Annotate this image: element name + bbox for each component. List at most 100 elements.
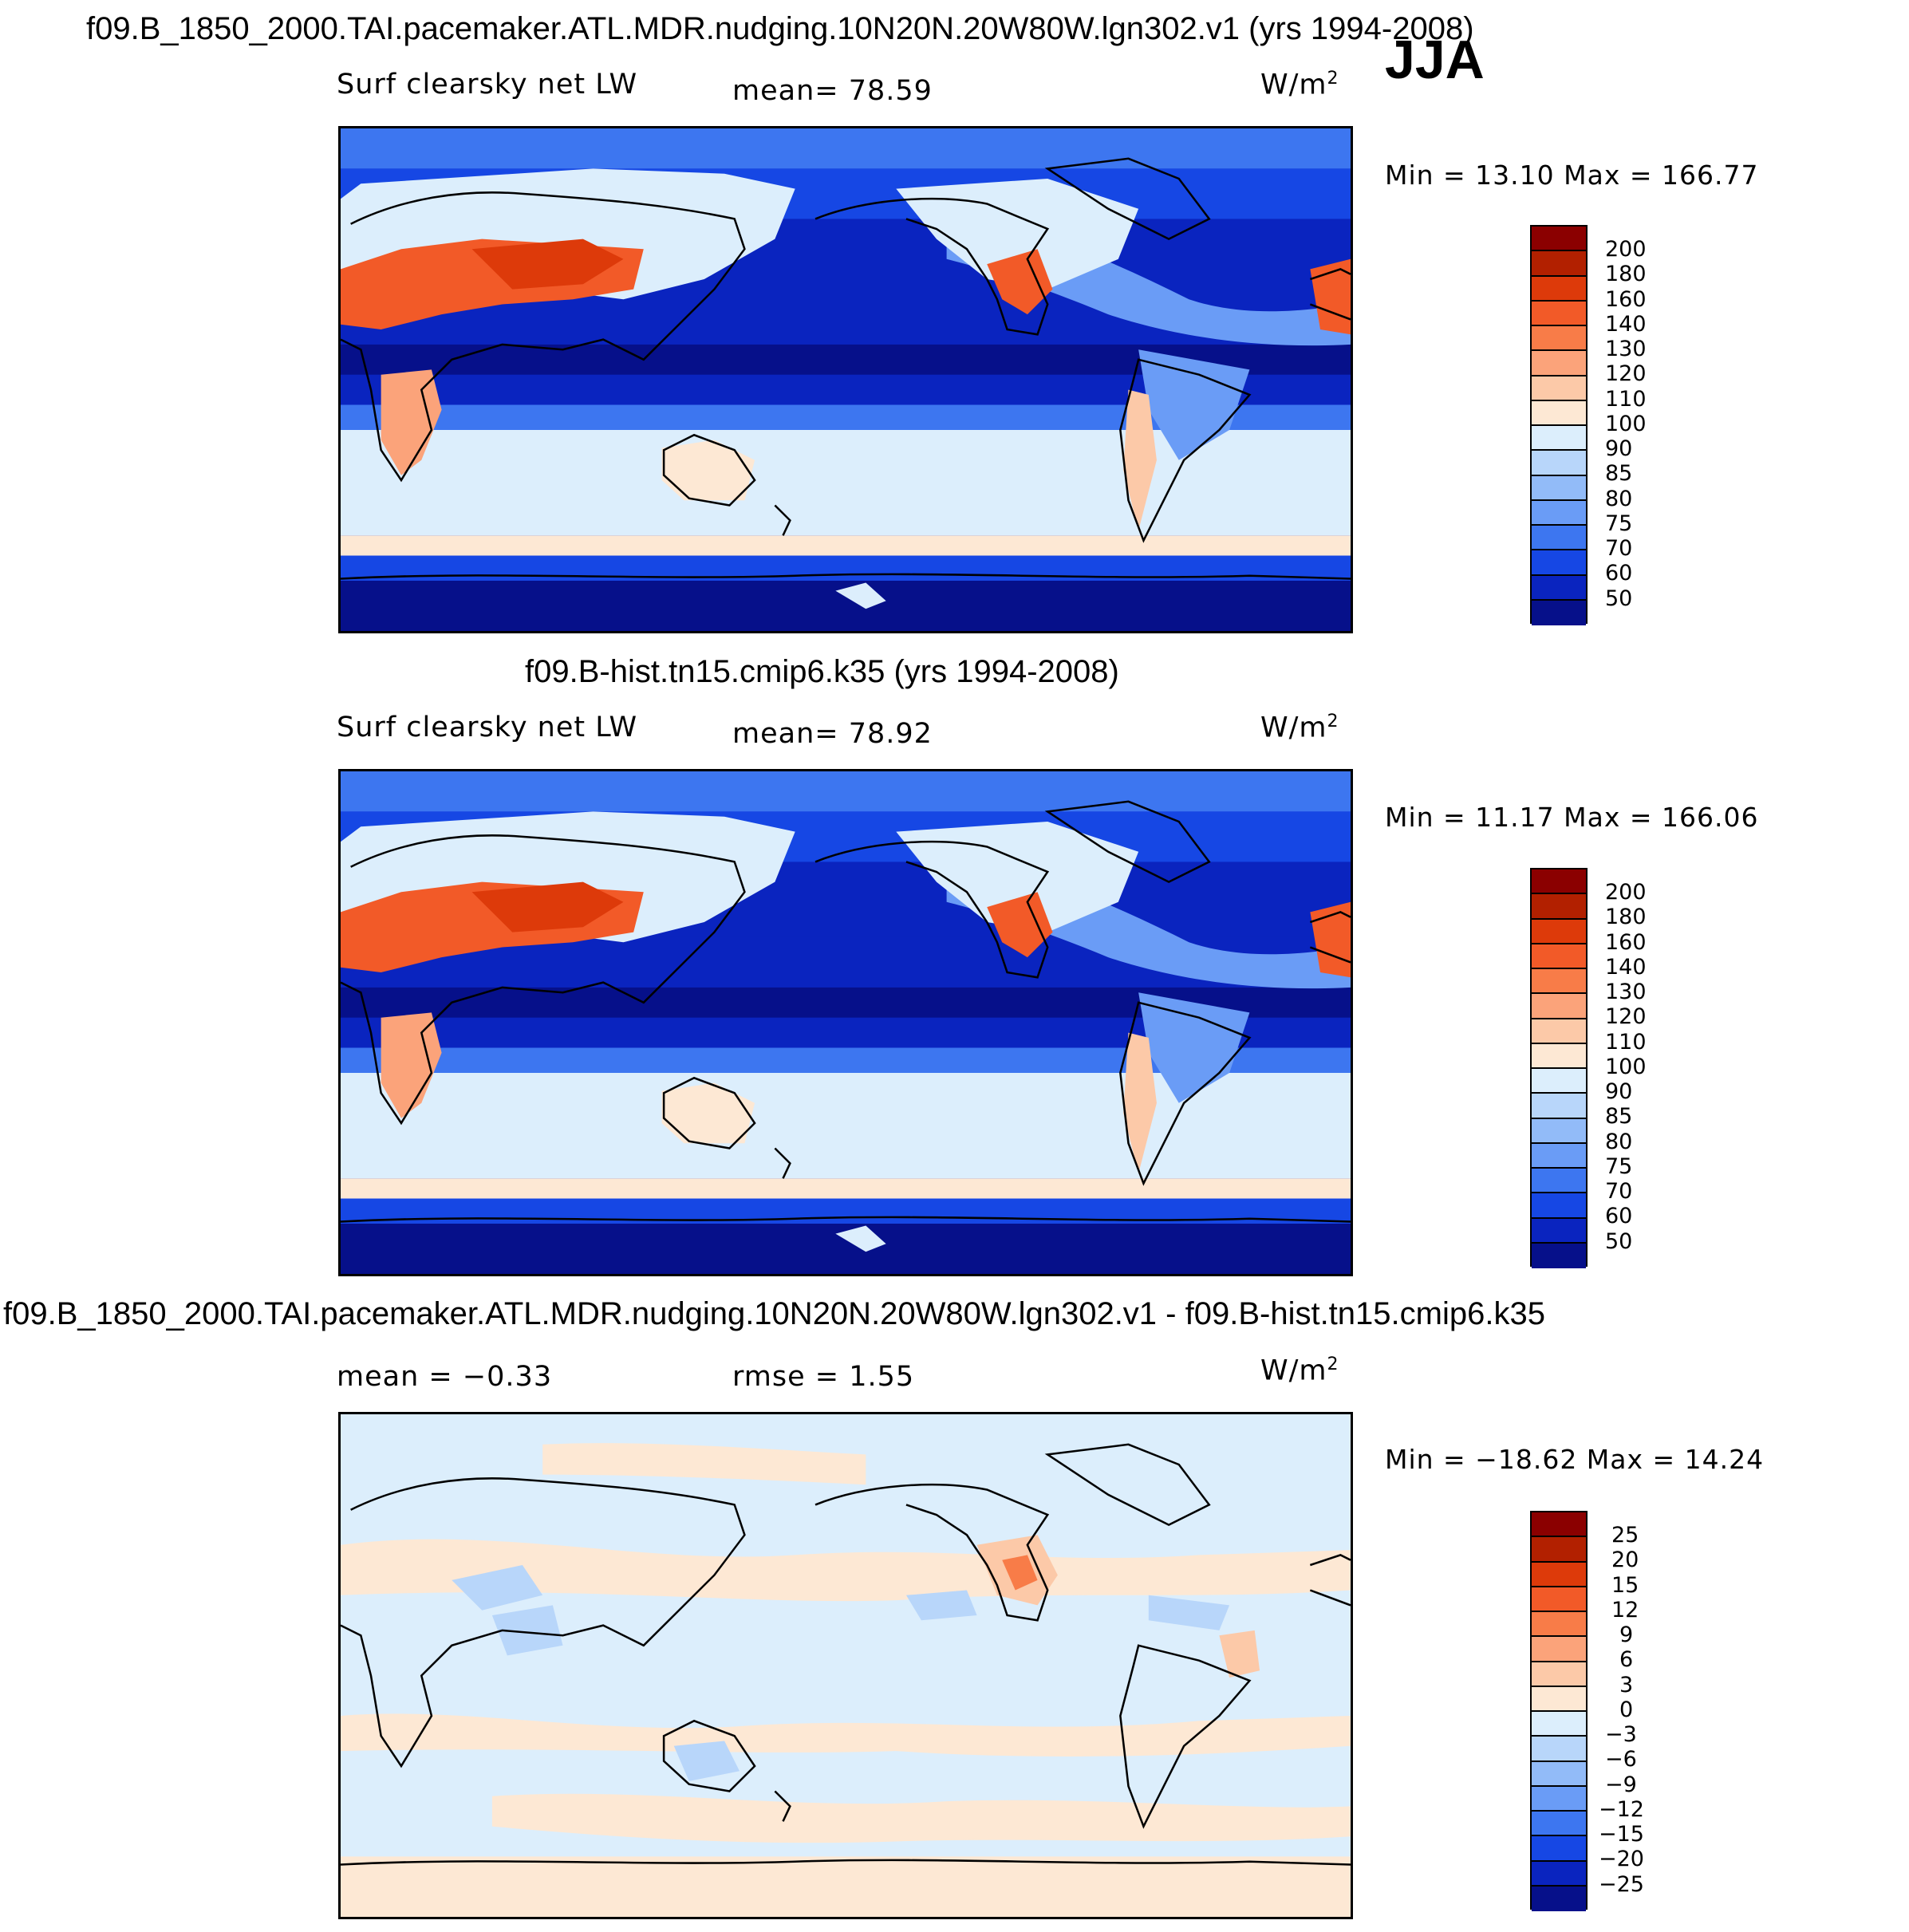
- colorbar-tick-label: 110: [1605, 1030, 1647, 1055]
- panel-3-rmse: rmse = 1.55: [732, 1361, 915, 1393]
- panel-1-unit: W/m2: [1260, 69, 1339, 101]
- panel-3-colorbar: [1530, 1511, 1588, 1911]
- panel-2-variable: Surf clearsky net LW: [337, 712, 638, 743]
- colorbar-swatch: [1532, 276, 1586, 302]
- colorbar-swatch: [1532, 1562, 1586, 1587]
- colorbar-swatch: [1532, 451, 1586, 476]
- panel-2-colorbar: [1530, 868, 1588, 1268]
- season-label: JJA: [1385, 30, 1485, 90]
- colorbar-swatch: [1532, 1218, 1586, 1244]
- colorbar-tick-label: 140: [1605, 312, 1647, 337]
- colorbar-tick-label: −9: [1605, 1772, 1637, 1797]
- panel-2-map: [338, 769, 1353, 1276]
- colorbar-tick-label: 75: [1605, 511, 1633, 536]
- colorbar-swatch: [1532, 376, 1586, 401]
- panel-3-mean: mean = −0.33: [337, 1361, 553, 1393]
- colorbar-swatch: [1532, 301, 1586, 326]
- colorbar-swatch: [1532, 1118, 1586, 1144]
- colorbar-swatch: [1532, 1637, 1586, 1662]
- colorbar-swatch: [1532, 944, 1586, 969]
- colorbar-swatch: [1532, 475, 1586, 501]
- colorbar-swatch: [1532, 1143, 1586, 1169]
- colorbar-tick-label: 130: [1605, 337, 1647, 361]
- panel-1-colorbar: [1530, 225, 1588, 625]
- colorbar-tick-label: 20: [1611, 1548, 1639, 1572]
- colorbar-tick-label: 85: [1605, 1104, 1633, 1129]
- colorbar-swatch: [1532, 1512, 1586, 1538]
- colorbar-swatch: [1532, 526, 1586, 551]
- colorbar-tick-label: 0: [1619, 1697, 1634, 1722]
- colorbar-swatch: [1532, 400, 1586, 426]
- colorbar-tick-label: 200: [1605, 880, 1647, 905]
- colorbar-tick-label: 3: [1619, 1673, 1634, 1697]
- colorbar-tick-label: 110: [1605, 387, 1647, 412]
- colorbar-tick-label: 50: [1605, 586, 1633, 611]
- panel-2-mean: mean= 78.92: [732, 718, 933, 750]
- colorbar-tick-label: −12: [1599, 1797, 1644, 1822]
- colorbar-swatch: [1532, 1169, 1586, 1194]
- panel-3-minmax: Min = −18.62 Max = 14.24: [1385, 1444, 1765, 1475]
- colorbar-swatch: [1532, 1886, 1586, 1911]
- colorbar-tick-label: 140: [1605, 955, 1647, 980]
- colorbar-swatch: [1532, 1043, 1586, 1069]
- panel-3-unit: W/m2: [1260, 1354, 1339, 1387]
- colorbar-tick-label: 15: [1611, 1573, 1639, 1598]
- colorbar-swatch: [1532, 894, 1586, 920]
- colorbar-tick-label: 160: [1605, 287, 1647, 312]
- panel-1-title: f09.B_1850_2000.TAI.pacemaker.ATL.MDR.nu…: [86, 11, 1474, 46]
- colorbar-tick-label: 9: [1619, 1622, 1634, 1647]
- colorbar-tick-label: 100: [1605, 412, 1647, 436]
- colorbar-tick-label: 100: [1605, 1055, 1647, 1079]
- colorbar-tick-label: 70: [1605, 536, 1633, 561]
- colorbar-tick-label: −6: [1605, 1747, 1637, 1772]
- colorbar-swatch: [1532, 550, 1586, 576]
- colorbar-swatch: [1532, 1836, 1586, 1862]
- colorbar-tick-label: 200: [1605, 237, 1647, 262]
- colorbar-tick-label: 160: [1605, 930, 1647, 955]
- colorbar-swatch: [1532, 600, 1586, 625]
- colorbar-swatch: [1532, 575, 1586, 601]
- colorbar-swatch: [1532, 869, 1586, 895]
- colorbar-swatch: [1532, 1019, 1586, 1044]
- colorbar-tick-label: 80: [1605, 1130, 1633, 1154]
- colorbar-tick-label: 85: [1605, 461, 1633, 486]
- colorbar-tick-label: 90: [1605, 436, 1633, 461]
- colorbar-swatch: [1532, 351, 1586, 377]
- colorbar-swatch: [1532, 1612, 1586, 1638]
- colorbar-swatch: [1532, 1861, 1586, 1887]
- colorbar-tick-label: −25: [1599, 1872, 1644, 1897]
- colorbar-swatch: [1532, 1193, 1586, 1219]
- panel-3-map: [338, 1412, 1353, 1919]
- panel-1-map: [338, 126, 1353, 633]
- panel-1-mean: mean= 78.59: [732, 75, 933, 107]
- colorbar-tick-label: 25: [1611, 1523, 1639, 1548]
- colorbar-swatch: [1532, 500, 1586, 526]
- panel-2-unit: W/m2: [1260, 712, 1339, 744]
- colorbar-swatch: [1532, 326, 1586, 352]
- colorbar-swatch: [1532, 1812, 1586, 1837]
- colorbar-swatch: [1532, 1737, 1586, 1762]
- colorbar-swatch: [1532, 1761, 1586, 1787]
- colorbar-swatch: [1532, 251, 1586, 277]
- colorbar-swatch: [1532, 1069, 1586, 1094]
- colorbar-tick-label: 130: [1605, 980, 1647, 1004]
- colorbar-tick-label: 180: [1605, 262, 1647, 286]
- colorbar-swatch: [1532, 1243, 1586, 1268]
- panel-2-minmax: Min = 11.17 Max = 166.06: [1385, 802, 1759, 833]
- colorbar-swatch: [1532, 227, 1586, 252]
- colorbar-swatch: [1532, 969, 1586, 995]
- colorbar-tick-label: 60: [1605, 1204, 1633, 1228]
- colorbar-swatch: [1532, 1094, 1586, 1119]
- colorbar-tick-label: 70: [1605, 1179, 1633, 1204]
- colorbar-swatch: [1532, 1537, 1586, 1563]
- colorbar-tick-label: 50: [1605, 1229, 1633, 1254]
- colorbar-tick-label: −3: [1605, 1722, 1637, 1747]
- colorbar-tick-label: 75: [1605, 1154, 1633, 1179]
- panel-2-title: f09.B-hist.tn15.cmip6.k35 (yrs 1994-2008…: [525, 654, 1119, 689]
- colorbar-swatch: [1532, 1712, 1586, 1737]
- colorbar-swatch: [1532, 1587, 1586, 1612]
- colorbar-tick-label: 6: [1619, 1647, 1634, 1672]
- colorbar-tick-label: 120: [1605, 361, 1647, 386]
- colorbar-swatch: [1532, 919, 1586, 944]
- panel-1-minmax: Min = 13.10 Max = 166.77: [1385, 160, 1759, 191]
